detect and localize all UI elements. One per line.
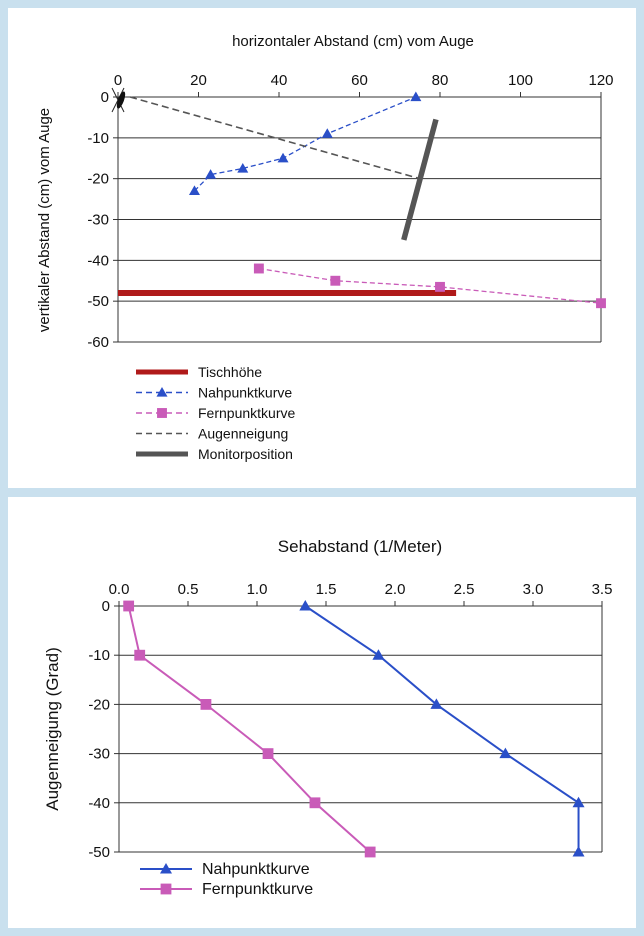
x-tick-label: 120	[588, 72, 613, 89]
legend-label: Augenneigung	[198, 426, 288, 442]
data-point	[309, 797, 321, 809]
y-tick-label: -30	[87, 212, 109, 229]
y-tick-label: -50	[87, 293, 109, 310]
x-tick-label: 3.5	[592, 581, 613, 598]
angle-chart: 0.0 0.5 1.0 1.5 2.0 2.5 3.0 3.5 0 -10 -20 -30 -40 -5…	[43, 537, 613, 898]
series-line	[127, 605, 371, 853]
x-tick-label: 3.0	[523, 581, 544, 598]
data-point	[253, 263, 264, 274]
series-line	[401, 118, 439, 241]
x-tick-label: 1.0	[247, 581, 268, 598]
legend-label: Tischhöhe	[198, 364, 262, 380]
series-line	[194, 96, 417, 192]
y-tick-label: -10	[88, 647, 110, 664]
data-point	[435, 281, 445, 292]
legend-item: Fernpunktkurve	[140, 881, 313, 898]
series-line	[258, 267, 602, 304]
legend-item: Augenneigung	[136, 426, 288, 442]
chart-panel-bottom: 0.0 0.5 1.0 1.5 2.0 2.5 3.0 3.5 0 -10 -20 -30 -40 -5…	[8, 497, 636, 928]
data-point	[330, 275, 341, 286]
data-point	[596, 298, 606, 309]
data-point	[410, 91, 422, 102]
data-point	[499, 747, 512, 759]
legend-label: Fernpunktkurve	[198, 405, 295, 421]
y-tick-label: -50	[88, 844, 110, 861]
legend-item: Nahpunktkurve	[136, 385, 292, 401]
y-tick-label: -60	[87, 334, 109, 351]
data-point	[123, 600, 135, 612]
x-tick-label: 0	[114, 72, 122, 89]
series-nahpunktkurve	[299, 600, 585, 857]
chart-panel-top: 0 20 40 60 80 100 120 0 -10 -20 -30 -40 -50 -60 hori…	[8, 8, 636, 488]
legend-marker	[160, 883, 172, 895]
legend-marker	[160, 863, 172, 874]
series-augenneigung	[129, 96, 421, 180]
data-point	[277, 152, 289, 163]
y-axis-label: vertikaler Abstand (cm) vom Auge	[36, 108, 53, 332]
data-point	[237, 162, 249, 173]
x-tick-label: 0.0	[109, 581, 130, 598]
data-point	[205, 169, 217, 179]
legend-item: Monitorposition	[136, 446, 293, 462]
legend-label: Nahpunktkurve	[202, 861, 310, 878]
y-tick-label: -20	[88, 696, 110, 713]
x-tick-label: 60	[351, 72, 368, 89]
series-fernpunktkurve	[253, 263, 606, 309]
x-tick-label: 2.5	[454, 581, 475, 598]
y-tick-label: -10	[87, 130, 109, 147]
data-point	[299, 600, 312, 611]
legend-item: Fernpunktkurve	[136, 405, 295, 421]
x-tick-label: 20	[190, 72, 207, 89]
distance-chart: 0 20 40 60 80 100 120 0 -10 -20 -30 -40 -50 -60 hori…	[36, 33, 614, 462]
x-tick-label: 1.5	[316, 581, 337, 598]
legend-marker	[156, 387, 168, 397]
legend-label: Fernpunktkurve	[202, 881, 313, 898]
y-tick-label: 0	[102, 598, 110, 615]
data-point	[134, 649, 146, 661]
series-fernpunktkurve	[123, 600, 376, 858]
x-axis-label: horizontaler Abstand (cm) vom Auge	[232, 33, 474, 50]
data-point	[188, 185, 200, 196]
eye-icon	[111, 87, 126, 113]
data-point	[430, 698, 443, 709]
y-tick-label: 0	[101, 89, 109, 106]
x-tick-label: 80	[432, 72, 449, 89]
legend-item: Nahpunktkurve	[140, 861, 310, 878]
data-point	[364, 846, 376, 858]
y-tick-label: -30	[88, 746, 110, 763]
series-nahpunktkurve	[188, 91, 422, 196]
data-point	[572, 846, 585, 857]
series-monitorposition	[401, 118, 439, 241]
y-tick-label: -40	[88, 795, 110, 812]
series-line	[304, 605, 580, 852]
series-line	[129, 96, 421, 180]
legend-marker	[157, 408, 167, 418]
y-tick-label: -40	[87, 252, 109, 269]
x-axis-label: Sehabstand (1/Meter)	[278, 537, 442, 556]
data-point	[321, 128, 333, 138]
data-point	[262, 748, 274, 759]
y-tick-label: -20	[87, 171, 109, 188]
data-point	[572, 796, 585, 808]
x-tick-label: 2.0	[385, 581, 406, 598]
x-tick-label: 40	[271, 72, 288, 89]
x-tick-label: 100	[508, 72, 533, 89]
legend-item: Tischhöhe	[136, 364, 262, 380]
legend-label: Monitorposition	[198, 446, 293, 462]
data-point	[200, 699, 212, 710]
y-axis-label: Augenneigung (Grad)	[43, 647, 62, 811]
legend-label: Nahpunktkurve	[198, 385, 292, 401]
x-tick-label: 0.5	[178, 581, 199, 598]
data-point	[372, 649, 385, 660]
